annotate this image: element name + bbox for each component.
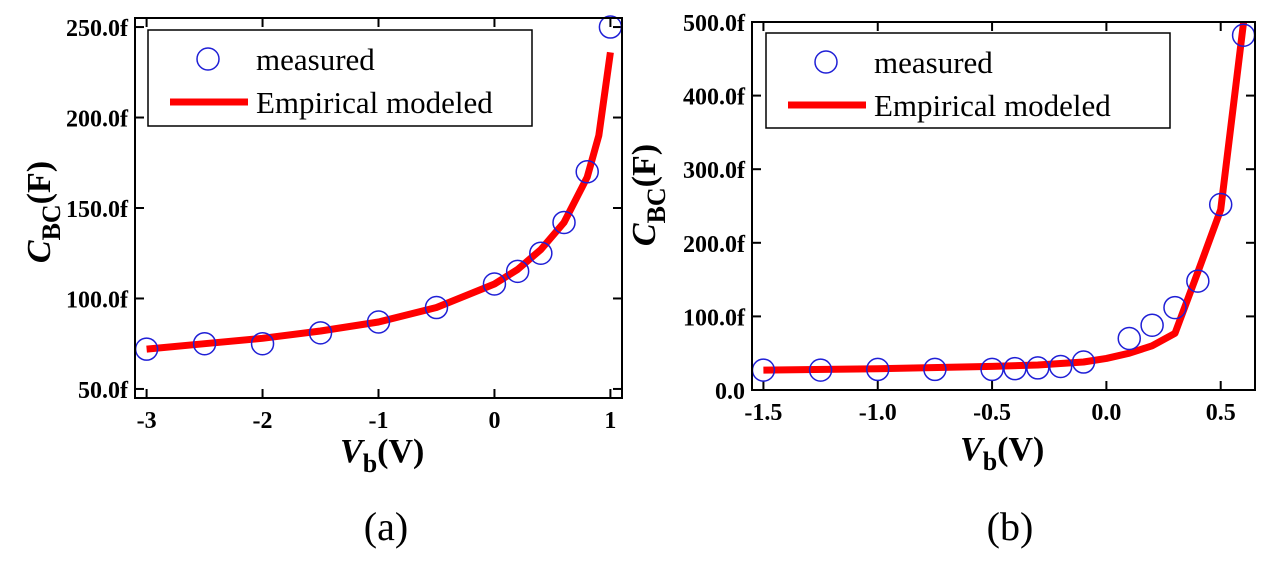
panel-b-chart: -1.5 -1.0 -0.5 0.0 0.5 0.0 100.0f 200.0f 300.0f 4… [626, 11, 1256, 549]
y-tick-label: 400.0f [683, 85, 746, 111]
legend: measured Empirical modeled [765, 32, 1171, 129]
data-point-measured [1117, 326, 1141, 351]
x-tick-label: -1 [369, 408, 389, 434]
panel-a-chart: -3 -2 -1 0 150.0f100.0f150.0f200.0f250.0fmea… [21, 15, 623, 549]
data-point-measured [575, 160, 599, 184]
panel-label: (a) [364, 504, 408, 549]
data-point-measured [923, 357, 947, 382]
x-axis-label-sub: b [363, 449, 377, 478]
x-axis-label: Vb(V) [960, 431, 1044, 476]
legend-marker-measured [196, 47, 220, 71]
data-point-measured [308, 321, 333, 345]
plot-area [146, 51, 614, 353]
y-axis-label-suffix: (F) [21, 161, 58, 204]
legend: measured Empirical modeled [147, 29, 533, 127]
y-tick-label: 50.0f [78, 378, 129, 404]
x-axis-label-suffix: (V) [377, 433, 424, 470]
x-tick-label: -3 [137, 408, 157, 434]
y-axis-label-suffix: (F) [626, 144, 663, 187]
data-point-measured [366, 310, 391, 334]
data-point-measured [250, 331, 275, 356]
series-line-empirical-modeled [146, 51, 614, 353]
data-point-measured [1163, 295, 1187, 320]
y-tick-label: 500.0f [683, 11, 746, 37]
y-tick-label: 100.0f [66, 287, 129, 313]
y-tick-label: 100.0f [683, 305, 746, 331]
y-axis-label-sub: BC [642, 187, 671, 223]
x-tick-label: -0.5 [973, 400, 1011, 426]
legend-box [765, 32, 1171, 129]
x-tick-label: 0 [488, 408, 500, 434]
plot-area [763, 22, 1248, 374]
x-tick-label: 0.0 [1091, 400, 1121, 426]
x-tick-label: -1.5 [744, 400, 782, 426]
data-point-measured [1048, 354, 1073, 379]
data-point-measured [1186, 269, 1210, 293]
data-point-measured [1003, 356, 1027, 381]
data-point-measured [866, 357, 890, 382]
data-point-measured [1026, 356, 1050, 380]
x-axis-label-suffix: (V) [997, 431, 1044, 468]
y-tick-label: 250.0f [66, 16, 129, 42]
legend-label-measured: measured [874, 45, 993, 80]
data-point-measured [552, 210, 576, 235]
legend-box [147, 29, 533, 127]
y-axis-label-main: C [626, 223, 663, 246]
data-point-measured [529, 241, 553, 265]
x-tick-label: 1 [604, 408, 616, 434]
y-tick-label: 200.0f [66, 107, 129, 133]
series-line-empirical-modeled [763, 22, 1248, 374]
x-axis-label-main: V [960, 431, 985, 468]
data-point-measured [424, 295, 449, 320]
data-point-measured [192, 331, 217, 356]
x-tick-label: -2 [253, 408, 273, 434]
plot-frame [134, 17, 623, 399]
y-tick-label: 0.0 [715, 379, 745, 405]
panel-label: (b) [987, 504, 1034, 549]
x-axis-label-sub: b [983, 447, 997, 476]
legend-label-empirical-modeled: Empirical modeled [874, 88, 1111, 123]
x-axis-label-main: V [340, 433, 365, 470]
data-point-measured [505, 259, 530, 284]
data-point-measured [1208, 192, 1233, 217]
y-tick-label: 200.0f [683, 232, 746, 258]
plot-frame [751, 21, 1256, 391]
legend-label-empirical-modeled: Empirical modeled [256, 85, 493, 120]
data-point-measured [1140, 313, 1164, 337]
data-point-measured [1071, 350, 1096, 374]
x-axis-label: Vb(V) [340, 433, 424, 478]
data-point-measured [980, 357, 1004, 382]
x-tick-label: 0.5 [1206, 400, 1236, 426]
x-tick-label: -1.0 [859, 400, 897, 426]
y-tick-label: 150.0f [66, 197, 129, 223]
data-point-measured [482, 272, 507, 296]
y-tick-label: 300.0f [683, 158, 746, 184]
data-point-measured [808, 358, 833, 382]
legend-label-measured: measured [256, 42, 375, 77]
y-axis-label: CBC(F) [21, 161, 66, 263]
y-axis-label: CBC(F) [626, 144, 671, 246]
legend-marker-measured [814, 50, 838, 74]
y-axis-label-sub: BC [37, 204, 66, 240]
y-axis-label-main: C [21, 240, 58, 263]
